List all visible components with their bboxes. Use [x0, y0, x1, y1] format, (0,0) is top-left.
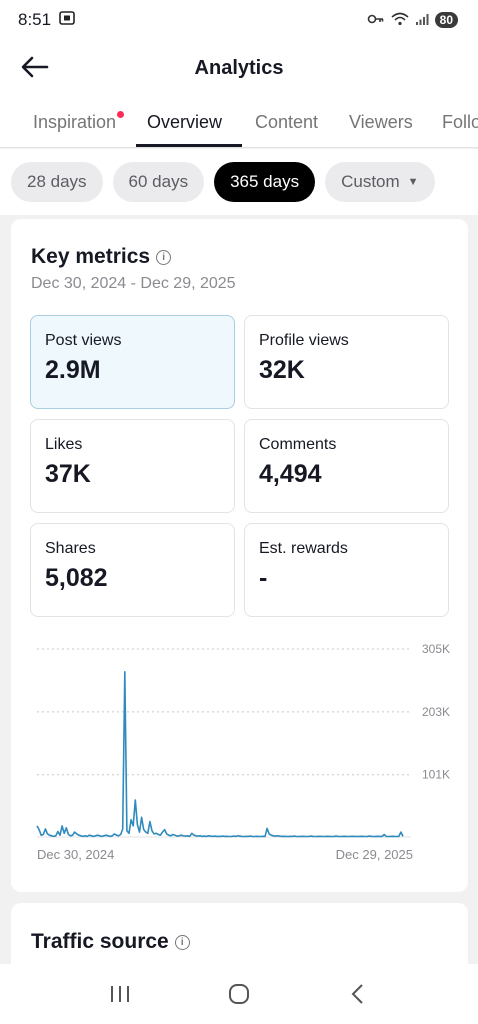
- metric-likes[interactable]: Likes 37K: [30, 419, 235, 513]
- analytics-tabs: Inspiration Overview Content Viewers Fol…: [0, 96, 478, 148]
- period-custom[interactable]: Custom ▼: [325, 162, 435, 202]
- y-tick-label: 101K: [422, 768, 450, 782]
- key-icon: [367, 13, 385, 28]
- tab-label: Overview: [147, 112, 223, 132]
- status-bar: 8:51 80: [0, 0, 478, 40]
- tab-content[interactable]: Content: [255, 96, 319, 147]
- status-time: 8:51: [18, 10, 52, 29]
- metric-label: Post views: [45, 332, 122, 349]
- y-tick-label: 305K: [422, 642, 450, 656]
- tab-followers[interactable]: Follo: [442, 96, 478, 147]
- back-nav-button[interactable]: [338, 974, 378, 1014]
- date-range: Dec 30, 2024 - Dec 29, 2025: [31, 275, 236, 292]
- period-label: 60 days: [128, 172, 189, 191]
- period-60-days[interactable]: 60 days: [112, 162, 205, 202]
- metric-value: 32K: [259, 356, 305, 384]
- metric-label: Comments: [259, 436, 337, 453]
- back-button[interactable]: [18, 52, 52, 82]
- metric-est-rewards[interactable]: Est. rewards -: [244, 523, 449, 617]
- metric-value: -: [259, 564, 268, 592]
- caret-down-icon: ▼: [407, 176, 419, 188]
- tab-viewers[interactable]: Viewers: [349, 96, 413, 147]
- period-selector: 28 days 60 days 365 days Custom ▼: [0, 149, 478, 215]
- screenshot-icon: [59, 10, 75, 30]
- home-button[interactable]: [219, 974, 259, 1014]
- metric-label: Profile views: [259, 332, 349, 349]
- metric-label: Likes: [45, 436, 83, 453]
- recent-apps-button[interactable]: [100, 974, 140, 1014]
- metric-label: Est. rewards: [259, 540, 348, 557]
- traffic-source-title: Traffic source i: [31, 930, 190, 954]
- key-metrics-card: Key metrics i Dec 30, 2024 - Dec 29, 202…: [11, 219, 468, 892]
- notification-dot: [117, 111, 125, 118]
- header: Analytics: [0, 40, 478, 96]
- system-nav-bar: [0, 964, 478, 1024]
- metric-post-views[interactable]: Post views 2.9M: [30, 315, 235, 409]
- chevron-left-icon: [351, 984, 364, 1004]
- chart-svg: 305K 203K 101K Dec 30, 2024 Dec 29, 2025: [36, 642, 450, 862]
- x-tick-label: Dec 30, 2024: [37, 847, 114, 862]
- metric-shares[interactable]: Shares 5,082: [30, 523, 235, 617]
- traffic-source-title-text: Traffic source: [31, 930, 169, 953]
- recent-apps-icon: [110, 986, 129, 1002]
- metric-value: 2.9M: [45, 356, 101, 384]
- x-tick-label: Dec 29, 2025: [336, 847, 413, 862]
- info-icon[interactable]: i: [174, 934, 190, 950]
- wifi-icon: [391, 12, 409, 29]
- metric-label: Shares: [45, 540, 96, 557]
- post-views-chart[interactable]: 305K 203K 101K Dec 30, 2024 Dec 29, 2025: [31, 637, 451, 867]
- active-tab-indicator: [136, 144, 242, 147]
- period-28-days[interactable]: 28 days: [11, 162, 103, 202]
- tab-label: Content: [255, 112, 319, 132]
- metric-profile-views[interactable]: Profile views 32K: [244, 315, 449, 409]
- period-label: Custom: [341, 172, 400, 191]
- y-tick-label: 203K: [422, 705, 450, 719]
- battery-icon: 80: [434, 12, 458, 28]
- period-label: 28 days: [27, 172, 87, 191]
- home-icon: [228, 984, 249, 1004]
- signal-icon: [415, 13, 429, 28]
- info-icon[interactable]: i: [156, 249, 172, 265]
- metric-value: 4,494: [259, 460, 322, 488]
- key-metrics-title: Key metrics i: [31, 245, 172, 269]
- metric-value: 5,082: [45, 564, 108, 592]
- tab-label: Inspiration: [33, 112, 117, 132]
- page-title: Analytics: [194, 56, 284, 79]
- metric-comments[interactable]: Comments 4,494: [244, 419, 449, 513]
- tab-label: Follo: [442, 112, 478, 132]
- tab-inspiration[interactable]: Inspiration: [33, 96, 125, 147]
- key-metrics-title-text: Key metrics: [31, 245, 151, 268]
- period-365-days[interactable]: 365 days: [214, 162, 316, 202]
- period-label: 365 days: [230, 172, 300, 191]
- tab-label: Viewers: [349, 112, 413, 132]
- metric-value: 37K: [45, 460, 91, 488]
- post-views-line: [36, 670, 404, 838]
- tab-overview[interactable]: Overview: [147, 96, 223, 147]
- arrow-left-icon: [21, 56, 49, 78]
